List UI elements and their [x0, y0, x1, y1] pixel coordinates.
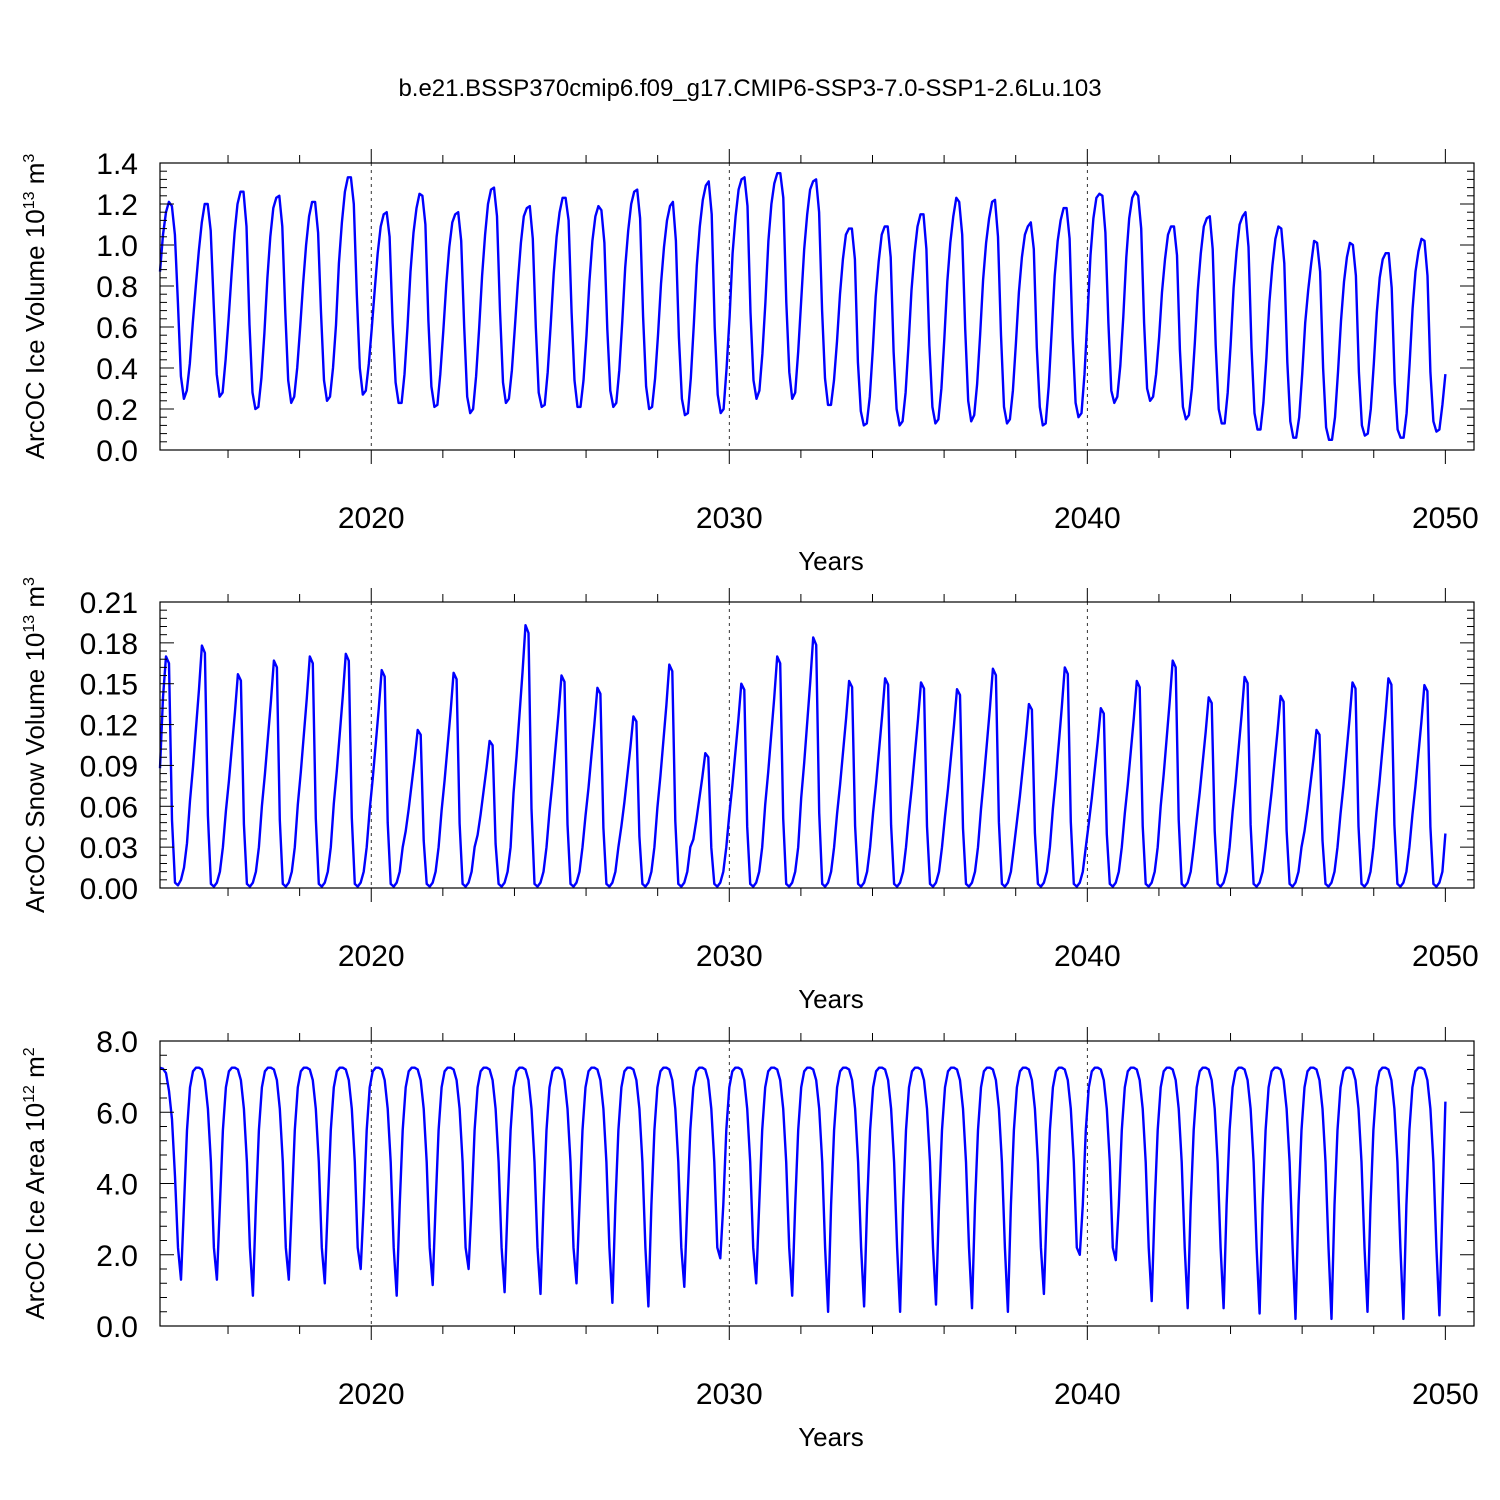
chart-panel-1: 0.0 0.2 0.4 0.6 0.8 1.0 1.2 1.4 2020 2030 2040 2050… — [20, 148, 1479, 576]
data-series-line — [158, 171, 1447, 441]
y-tick-label: 4.0 — [96, 1169, 138, 1202]
y-axis-unit-suffix-exponent: 2 — [21, 1047, 38, 1056]
plot-frame — [159, 601, 1475, 889]
x-tick-label: 2020 — [338, 940, 405, 973]
y-tick-label: 0.0 — [96, 1311, 138, 1344]
y-axis-unit: m — [20, 1056, 50, 1085]
y-tick-label: 0.00 — [80, 873, 138, 906]
y-axis-title-text: ArcOC Ice Area 10 — [20, 1103, 50, 1320]
x-tick-label: 2030 — [696, 940, 763, 973]
x-tick-label: 2050 — [1412, 1378, 1479, 1411]
x-tick-label: 2020 — [338, 502, 405, 535]
y-axis-title: ArcOC Ice Area 1012 m2 — [20, 1047, 50, 1319]
x-tick-label: 2030 — [696, 502, 763, 535]
y-tick-label: 8.0 — [96, 1026, 138, 1059]
figure-title: b.e21.BSSP370cmip6.f09_g17.CMIP6-SSP3-7.… — [398, 75, 1101, 102]
y-axis-unit-exponent: 13 — [21, 615, 38, 633]
y-tick-label: 0.12 — [80, 710, 138, 743]
x-tick-label: 2040 — [1054, 1378, 1121, 1411]
y-tick-label: 0.8 — [96, 271, 138, 304]
y-axis-unit-exponent: 12 — [21, 1085, 38, 1103]
y-tick-label: 0.6 — [96, 312, 138, 345]
y-tick-label: 1.0 — [96, 230, 138, 263]
y-tick-label: 0.21 — [80, 587, 138, 620]
data-series-line — [158, 624, 1447, 888]
x-axis-title: Years — [798, 546, 864, 576]
x-tick-label: 2030 — [696, 1378, 763, 1411]
data-series-line — [159, 1066, 1447, 1321]
y-tick-label: 1.2 — [96, 189, 138, 222]
x-axis-title: Years — [798, 1422, 864, 1452]
y-tick-label: 0.2 — [96, 394, 138, 427]
x-tick-label: 2040 — [1054, 940, 1121, 973]
y-tick-label: 0.15 — [80, 669, 138, 702]
y-tick-label: 2.0 — [96, 1240, 138, 1273]
y-axis-unit-suffix-exponent: 3 — [21, 154, 38, 163]
x-tick-label: 2050 — [1412, 502, 1479, 535]
x-axis-title: Years — [798, 984, 864, 1014]
y-axis-title-text: ArcOC Ice Volume 10 — [20, 209, 50, 459]
chart-panel-3: 0.0 2.0 4.0 6.0 8.0 2020 2030 2040 2050 Years ArcO… — [20, 1026, 1479, 1452]
y-axis-unit-suffix-exponent: 3 — [21, 577, 38, 586]
y-tick-label: 6.0 — [96, 1097, 138, 1130]
chart-panel-2: 0.00 0.03 0.06 0.09 0.12 0.15 0.18 0.21 2020 2030… — [20, 577, 1479, 1014]
y-axis-title: ArcOC Ice Volume 1013 m3 — [20, 154, 50, 460]
plot-frame — [159, 162, 1475, 451]
y-axis-title-text: ArcOC Snow Volume 10 — [20, 633, 50, 913]
y-tick-label: 0.0 — [96, 435, 138, 468]
y-tick-label: 0.4 — [96, 353, 138, 386]
y-axis-title: ArcOC Snow Volume 1013 m3 — [20, 577, 50, 913]
y-axis-unit-exponent: 13 — [21, 191, 38, 209]
y-axis-unit: m — [20, 163, 50, 192]
y-tick-label: 0.03 — [80, 832, 138, 865]
y-tick-label: 1.4 — [96, 148, 138, 181]
x-tick-label: 2050 — [1412, 940, 1479, 973]
x-tick-label: 2020 — [338, 1378, 405, 1411]
y-tick-label: 0.09 — [80, 750, 138, 783]
x-tick-label: 2040 — [1054, 502, 1121, 535]
y-tick-label: 0.06 — [80, 791, 138, 824]
y-axis-unit: m — [20, 586, 50, 615]
y-tick-label: 0.18 — [80, 628, 138, 661]
